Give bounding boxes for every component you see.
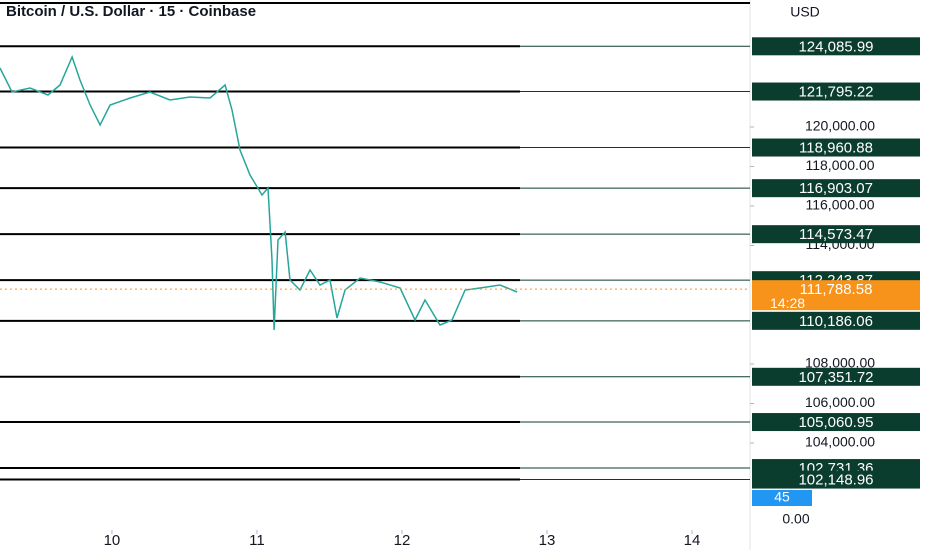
level-label-box [752, 225, 920, 244]
y-tick-label: 120,000.00 [805, 118, 875, 134]
current-price-label: 111,788.58 [800, 281, 873, 298]
x-tick-label: 13 [539, 532, 556, 549]
level-label: 102,148.96 [798, 472, 873, 489]
level-label-box [752, 470, 920, 489]
level-label-box [752, 311, 920, 330]
level-label-box [752, 37, 920, 56]
y-tick-label: 104,000.00 [805, 434, 875, 450]
volume-axis-label: 0.00 [782, 511, 809, 527]
level-label: 110,186.06 [799, 313, 873, 330]
level-label-box [752, 367, 920, 386]
level-label: 105,060.95 [798, 414, 873, 431]
level-label: 121,795.22 [798, 84, 873, 101]
price-line [0, 54, 518, 331]
current-price-box [752, 280, 920, 311]
x-tick-label: 12 [394, 532, 411, 549]
indicator-box [752, 490, 812, 506]
level-label: 114,573.47 [799, 226, 873, 243]
level-label: 116,903.07 [799, 180, 873, 197]
y-tick-label: 108,000.00 [805, 355, 875, 371]
y-tick-label: 118,000.00 [805, 157, 874, 173]
level-label: 124,085.99 [798, 38, 873, 55]
chart-title: Bitcoin / U.S. Dollar · 15 · Coinbase [6, 3, 256, 20]
level-label-box [752, 138, 920, 157]
x-tick-label: 10 [104, 532, 121, 549]
level-label-box [752, 179, 920, 198]
indicator-label: 45 [774, 489, 790, 505]
x-tick-label: 11 [249, 532, 265, 549]
level-label-box [752, 82, 920, 101]
currency: USD [790, 4, 820, 20]
level-label-box [752, 413, 920, 432]
level-label: 107,351.72 [798, 369, 873, 386]
y-tick-label: 106,000.00 [805, 394, 875, 410]
y-tick-label: 116,000.00 [805, 197, 874, 213]
level-label: 118,960.88 [799, 139, 873, 156]
countdown: 14:28 [770, 295, 805, 311]
x-tick-label: 14 [684, 532, 701, 549]
